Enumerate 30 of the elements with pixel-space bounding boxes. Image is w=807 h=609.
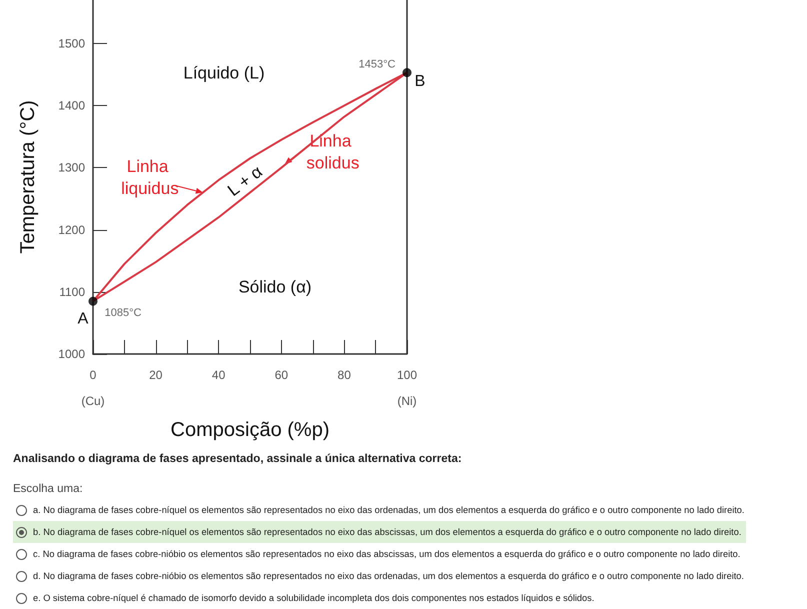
y-tick-label: 1500	[58, 36, 86, 50]
text: b. No diagrama de fases cobre-níquel os elementos são representados no eixo das abscissas, um dos elementos a esquerda do gráfico e o outro componente no lado direito.	[33, 527, 742, 537]
x-tick-label: 20	[149, 368, 163, 382]
annotation: A	[78, 310, 89, 328]
text: c. No diagrama de fases cobre-nióbio os elementos são representados no eixo das abscissas, um dos elementos a esquerda do gráfico e o outro componente no lado direito.	[33, 549, 740, 559]
text: Escolha uma:	[13, 483, 84, 495]
annotation: Sólido (α)	[238, 278, 312, 296]
annotation: L + α	[224, 162, 266, 200]
x-tick-label: 0 (Cu)	[81, 368, 105, 408]
data-label: 1453°C	[358, 58, 396, 71]
x-tick-label: 60	[274, 368, 288, 382]
y-tick-label: 1400	[58, 98, 86, 113]
annotation: Líquido (L)	[183, 64, 265, 82]
text: a. No diagrama de fases cobre-níquel os elementos são representados no eixo das ordenadas, um dos elementos a esquerda do gráfico e o outro componente no lado direito.	[33, 505, 744, 515]
annotation: Linha liquidus	[121, 157, 179, 198]
annotation: Linha solidus	[306, 131, 360, 172]
annotation: B	[414, 73, 426, 90]
x-axis-title: Composição (%p)	[170, 419, 330, 441]
x-tick-label: 80	[338, 368, 352, 382]
y-tick-label: 1200	[58, 222, 86, 237]
data-label: 1085°C	[104, 307, 142, 320]
x-tick-label: 40	[212, 368, 226, 382]
text: e. O sistema cobre-níquel é chamado de isomorfo devido a solubilidade incompleta dos dois componentes nos estados líquidos e sólidos.	[33, 593, 594, 603]
y-tick-label: 1100	[59, 284, 86, 299]
y-tick-label: 1000	[58, 347, 86, 361]
y-axis-title: Temperatura (°C)	[17, 100, 39, 254]
x-tick-label: 100 (Ni)	[396, 368, 418, 408]
text: d. No diagrama de fases cobre-nióbio os elementos são representados no eixo das ordenadas, um dos elementos a esquerda do gráfico e o outro componente no lado direito.	[33, 571, 744, 581]
text: Analisando o diagrama de fases apresentado, assinale a única alternativa correta:	[13, 453, 463, 465]
y-tick-label: 1300	[58, 160, 86, 175]
